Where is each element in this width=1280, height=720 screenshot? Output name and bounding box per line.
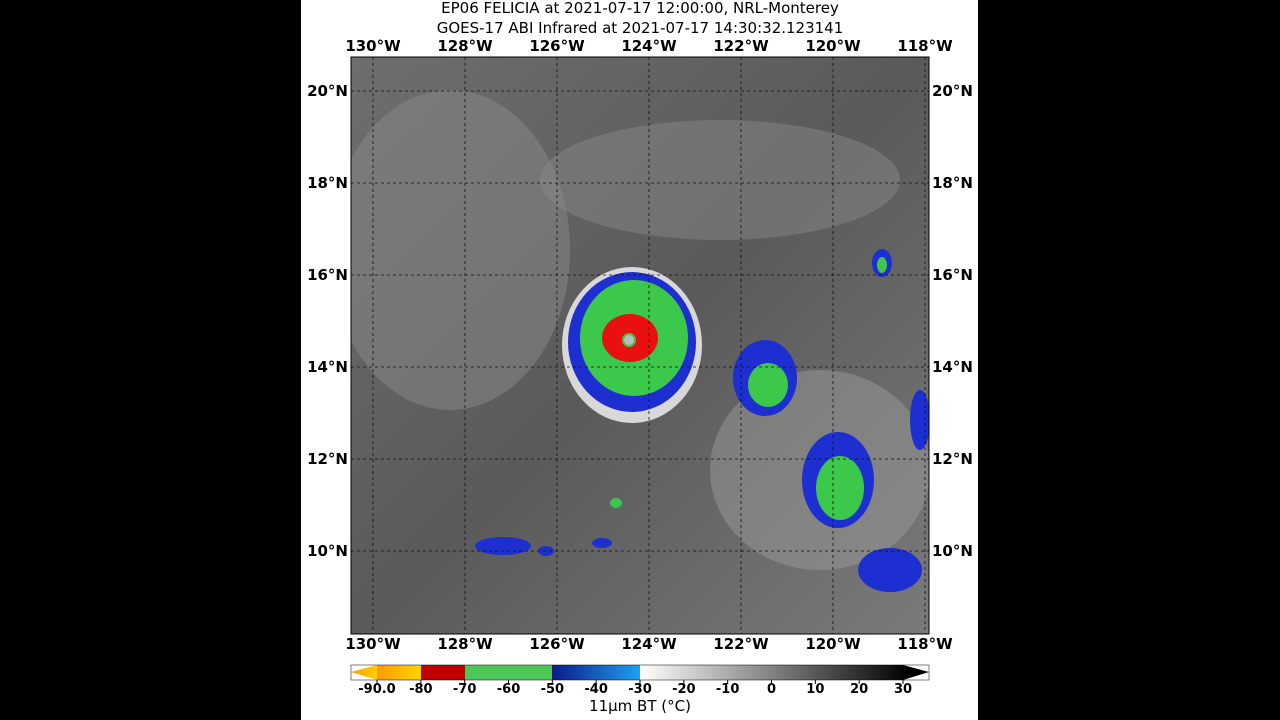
- colorbar-segment: [552, 665, 640, 680]
- colorbar-tick-label: -10: [716, 682, 740, 697]
- lon-label-bottom: 126°W: [529, 635, 585, 653]
- title-line: GOES-17 ABI Infrared at 2021-07-17 14:30…: [437, 19, 844, 37]
- lat-label-right: 10°N: [932, 542, 973, 560]
- colorbar-segment: [640, 665, 903, 680]
- lat-label-right: 16°N: [932, 266, 973, 284]
- lon-label-top: 122°W: [713, 37, 769, 55]
- colorbar-tick-label: 0: [767, 682, 776, 697]
- colorbar-tick-label: -90.0: [358, 682, 395, 697]
- lat-label-left: 16°N: [307, 266, 348, 284]
- lon-label-top: 130°W: [345, 37, 401, 55]
- colorbar-arrow: [351, 665, 377, 680]
- colorbar-segment: [421, 665, 465, 680]
- colorbar-tick-label: -60: [497, 682, 521, 697]
- lat-label-left: 14°N: [307, 358, 348, 376]
- lat-label-right: 14°N: [932, 358, 973, 376]
- colorbar-tick-label: -50: [541, 682, 565, 697]
- labels: 130°W 130°W 128°W 128°W 126°W 126°W 124°W 124°W…: [307, 37, 973, 697]
- colorbar-tick-label: -20: [672, 682, 696, 697]
- colorbar-tick-label: 30: [894, 682, 912, 697]
- lat-label-right: 18°N: [932, 174, 973, 192]
- lon-label-bottom: 128°W: [437, 635, 493, 653]
- colorbar-tick-label: 10: [806, 682, 824, 697]
- lat-label-left: 10°N: [307, 542, 348, 560]
- colorbar-tick-label: -70: [453, 682, 477, 697]
- colorbar-tick-label: -40: [584, 682, 608, 697]
- lat-label-left: 12°N: [307, 450, 348, 468]
- lon-label-top: 118°W: [897, 37, 953, 55]
- lon-label-top: 128°W: [437, 37, 493, 55]
- lon-label-bottom: 122°W: [713, 635, 769, 653]
- map-frame: [350, 56, 930, 635]
- lon-label-bottom: 120°W: [805, 635, 861, 653]
- lat-label-right: 20°N: [932, 82, 973, 100]
- lat-label-left: 18°N: [307, 174, 348, 192]
- lat-label-right: 12°N: [932, 450, 973, 468]
- lon-label-top: 120°W: [805, 37, 861, 55]
- satellite-image: [351, 57, 929, 634]
- colorbar-arrow: [903, 665, 929, 680]
- lon-label-bottom: 118°W: [897, 635, 953, 653]
- lon-label-top: 126°W: [529, 37, 585, 55]
- lat-label-left: 20°N: [307, 82, 348, 100]
- colorbar-segment: [465, 665, 552, 680]
- colorbar-label: 11μm BT (°C): [589, 697, 691, 715]
- lon-label-top: 124°W: [621, 37, 677, 55]
- graticule: [351, 57, 929, 634]
- lon-label-bottom: 130°W: [345, 635, 401, 653]
- title-line: EP06 FELICIA at 2021-07-17 12:00:00, NRL…: [441, 0, 839, 17]
- colorbar: 11μm BT (°C): [350, 664, 930, 715]
- lon-label-bottom: 124°W: [621, 635, 677, 653]
- colorbar-tick-label: -30: [628, 682, 652, 697]
- colorbar-tick-label: -80: [409, 682, 433, 697]
- colorbar-segment: [377, 665, 421, 680]
- colorbar-tick-label: 20: [850, 682, 868, 697]
